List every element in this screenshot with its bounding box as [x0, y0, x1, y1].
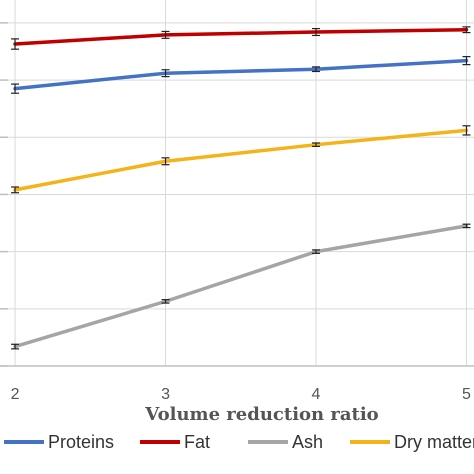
series-fat — [11, 26, 471, 50]
legend-label: Proteins — [48, 432, 114, 452]
error-bar — [312, 249, 320, 254]
legend-item-fat: Fat — [140, 432, 210, 452]
x-tick-label: 3 — [161, 386, 170, 403]
legend-item-proteins: Proteins — [4, 432, 114, 452]
error-bar — [462, 223, 471, 229]
error-bar — [11, 83, 20, 94]
error-bar — [312, 142, 320, 147]
error-bar — [11, 343, 20, 350]
series-layer — [11, 26, 471, 350]
error-bar — [11, 186, 20, 194]
error-bar — [161, 157, 170, 166]
x-tick-labels: 2 3 4 5 — [11, 386, 471, 403]
error-bar — [161, 69, 170, 78]
legend: Proteins Fat Ash Dry matter — [4, 432, 474, 452]
legend-label: Dry matter — [394, 432, 474, 452]
error-bar — [161, 299, 170, 304]
x-tick-label: 2 — [11, 386, 20, 403]
x-tick-label: 4 — [312, 386, 321, 403]
error-bar — [11, 38, 20, 50]
series-line — [13, 58, 469, 91]
legend-item-ash: Ash — [248, 432, 323, 452]
error-bar — [312, 27, 320, 37]
error-bar — [462, 125, 471, 136]
error-bar — [462, 26, 471, 34]
legend-label: Ash — [292, 432, 323, 452]
x-axis-title: Volume reduction ratio — [144, 404, 378, 425]
series-dry-matter — [11, 125, 471, 194]
error-bar — [161, 30, 170, 39]
error-bar — [312, 66, 320, 73]
series-ash — [11, 223, 471, 350]
series-line — [13, 128, 469, 192]
series-line — [13, 27, 469, 46]
gridlines — [0, 0, 474, 367]
x-tick-label: 5 — [462, 386, 471, 403]
series-proteins — [11, 56, 471, 94]
series-line — [13, 224, 469, 349]
legend-item-dry-matter: Dry matter — [350, 432, 474, 452]
legend-label: Fat — [184, 432, 210, 452]
error-bar — [462, 56, 471, 66]
